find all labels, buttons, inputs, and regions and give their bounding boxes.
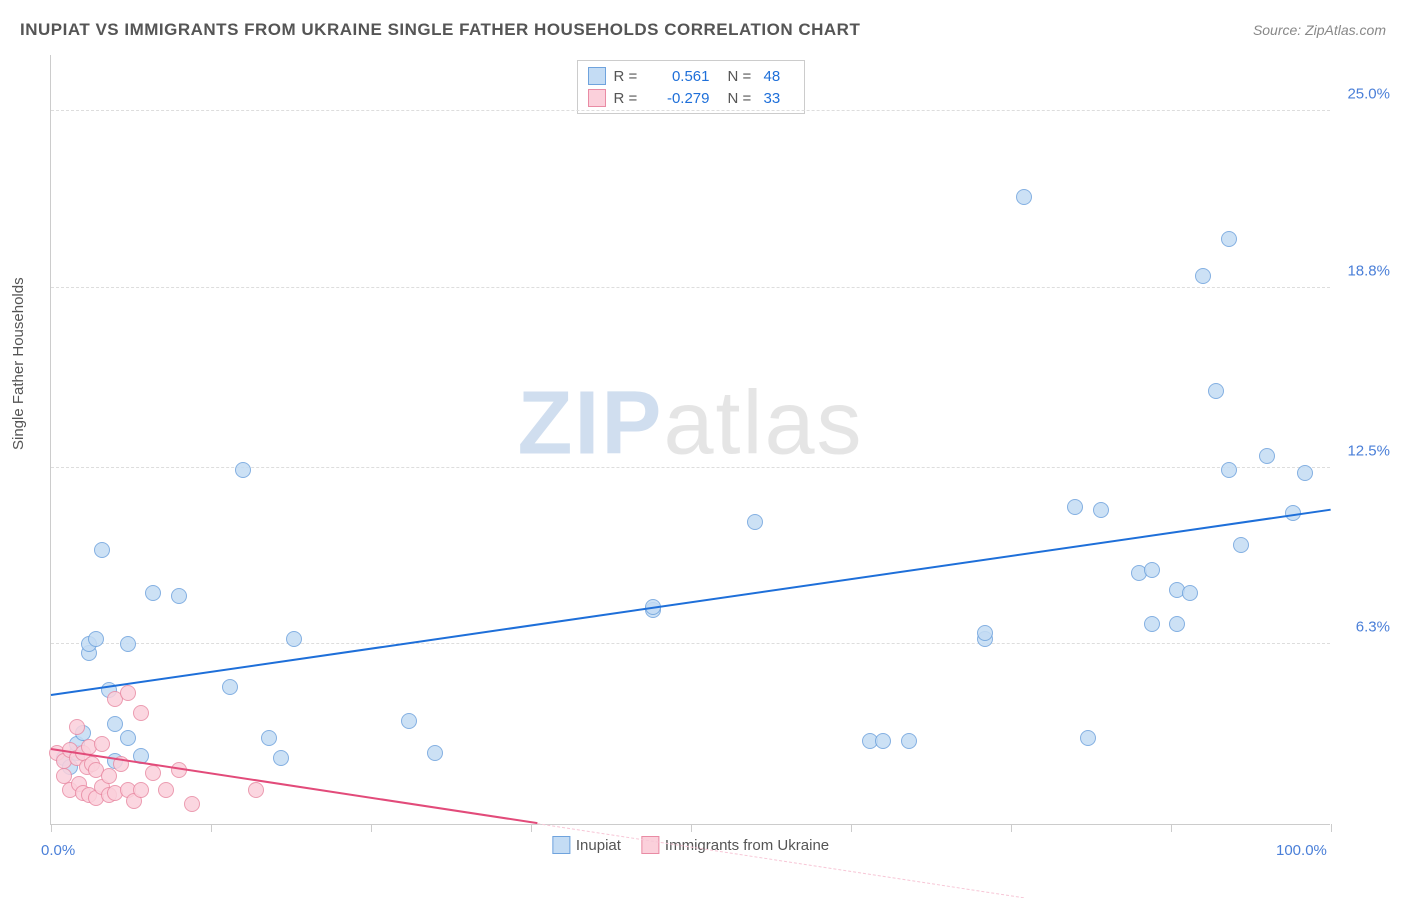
gridline <box>51 287 1330 288</box>
legend-stat-row: R = -0.279 N = 33 <box>588 87 794 109</box>
data-point <box>222 679 238 695</box>
data-point <box>235 462 251 478</box>
y-tick-label: 6.3% <box>1356 619 1390 636</box>
legend-stats: R = 0.561 N = 48 R = -0.279 N = 33 <box>577 60 805 114</box>
data-point <box>88 631 104 647</box>
legend-swatch <box>588 67 606 85</box>
data-point <box>747 514 763 530</box>
y-axis-label: Single Father Households <box>10 277 27 450</box>
data-point <box>901 733 917 749</box>
data-point <box>107 716 123 732</box>
data-point <box>1144 616 1160 632</box>
data-point <box>120 636 136 652</box>
r-label: R = <box>614 68 642 85</box>
data-point <box>133 782 149 798</box>
r-label: R = <box>614 90 642 107</box>
data-point <box>1259 448 1275 464</box>
legend-series: Inupiat Immigrants from Ukraine <box>552 836 829 854</box>
n-label: N = <box>728 90 756 107</box>
trend-line <box>51 508 1331 695</box>
n-label: N = <box>728 68 756 85</box>
legend-series-label: Immigrants from Ukraine <box>665 837 829 854</box>
data-point <box>120 685 136 701</box>
chart-source: Source: ZipAtlas.com <box>1253 22 1386 38</box>
data-point <box>273 750 289 766</box>
x-tick <box>371 824 372 832</box>
trend-line-dash <box>537 823 1024 898</box>
data-point <box>184 796 200 812</box>
x-tick <box>851 824 852 832</box>
data-point <box>1144 562 1160 578</box>
data-point <box>145 585 161 601</box>
data-point <box>427 745 443 761</box>
x-tick <box>1171 824 1172 832</box>
data-point <box>401 713 417 729</box>
legend-swatch <box>552 836 570 854</box>
n-value: 48 <box>764 68 794 85</box>
data-point <box>1221 462 1237 478</box>
data-point <box>171 588 187 604</box>
x-tick <box>1331 824 1332 832</box>
chart-title: INUPIAT VS IMMIGRANTS FROM UKRAINE SINGL… <box>20 20 860 40</box>
data-point <box>1016 189 1032 205</box>
data-point <box>1080 730 1096 746</box>
data-point <box>94 736 110 752</box>
data-point <box>145 765 161 781</box>
gridline <box>51 643 1330 644</box>
legend-stat-row: R = 0.561 N = 48 <box>588 65 794 87</box>
data-point <box>101 768 117 784</box>
data-point <box>875 733 891 749</box>
data-point <box>1208 383 1224 399</box>
data-point <box>1093 502 1109 518</box>
watermark-atlas: atlas <box>663 374 863 474</box>
chart-header: INUPIAT VS IMMIGRANTS FROM UKRAINE SINGL… <box>20 20 1386 40</box>
x-tick-label: 0.0% <box>41 842 75 859</box>
data-point <box>261 730 277 746</box>
x-tick <box>531 824 532 832</box>
data-point <box>1067 499 1083 515</box>
x-tick <box>691 824 692 832</box>
data-point <box>1169 616 1185 632</box>
data-point <box>1233 537 1249 553</box>
legend-series-label: Inupiat <box>576 837 621 854</box>
data-point <box>286 631 302 647</box>
n-value: 33 <box>764 90 794 107</box>
r-value: -0.279 <box>650 90 710 107</box>
watermark: ZIPatlas <box>517 373 863 476</box>
gridline <box>51 110 1330 111</box>
y-tick-label: 12.5% <box>1347 442 1390 459</box>
data-point <box>1221 231 1237 247</box>
data-point <box>1195 268 1211 284</box>
data-point <box>94 542 110 558</box>
data-point <box>69 719 85 735</box>
y-tick-label: 18.8% <box>1347 262 1390 279</box>
r-value: 0.561 <box>650 68 710 85</box>
legend-series-item: Immigrants from Ukraine <box>641 836 829 854</box>
x-tick <box>1011 824 1012 832</box>
y-tick-label: 25.0% <box>1347 86 1390 103</box>
watermark-zip: ZIP <box>517 374 663 474</box>
x-tick <box>211 824 212 832</box>
x-tick-label: 100.0% <box>1276 842 1327 859</box>
data-point <box>1182 585 1198 601</box>
data-point <box>1297 465 1313 481</box>
data-point <box>977 625 993 641</box>
scatter-chart: ZIPatlas R =0.561N =48R =-0.279N =33 Inu… <box>50 55 1330 825</box>
x-tick <box>51 824 52 832</box>
data-point <box>120 730 136 746</box>
legend-swatch <box>588 89 606 107</box>
data-point <box>158 782 174 798</box>
legend-series-item: Inupiat <box>552 836 621 854</box>
data-point <box>133 705 149 721</box>
data-point <box>248 782 264 798</box>
